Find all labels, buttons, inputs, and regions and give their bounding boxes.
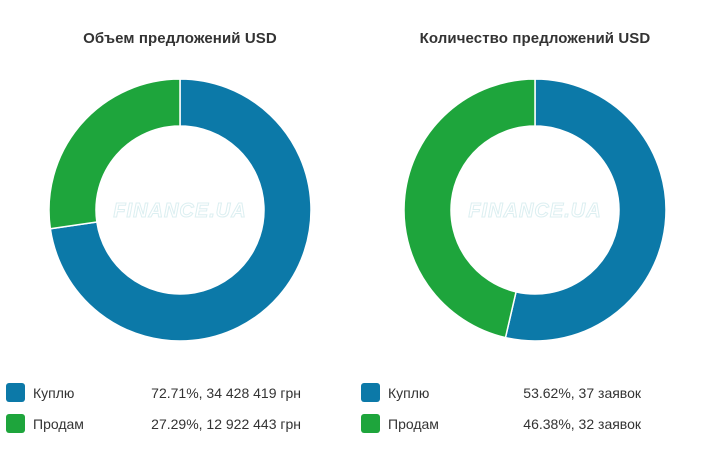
legend-label-buy: Куплю bbox=[388, 385, 430, 401]
legend-item-buy: Куплю 72.71%, 34 428 419 грн bbox=[6, 383, 346, 405]
legend-value-buy: 53.62%, 37 заявок bbox=[523, 385, 641, 401]
legend-label-sell: Продам bbox=[33, 416, 84, 432]
chart-title: Объем предложений USD bbox=[83, 30, 277, 47]
legend-swatch-sell bbox=[6, 414, 25, 433]
legend-value-sell: 46.38%, 32 заявок bbox=[523, 416, 641, 432]
legend-value-sell: 27.29%, 12 922 443 грн bbox=[151, 416, 301, 432]
legend-item-sell: Продам 27.29%, 12 922 443 грн bbox=[6, 414, 346, 436]
legend-item-buy: Куплю 53.62%, 37 заявок bbox=[361, 383, 701, 405]
legend-swatch-sell bbox=[361, 414, 380, 433]
donut-slice-sell[interactable] bbox=[48, 78, 181, 230]
legend-label-sell: Продам bbox=[388, 416, 439, 432]
donut-slice-buy[interactable] bbox=[504, 78, 667, 342]
donut-slice-buy[interactable] bbox=[49, 78, 312, 342]
donut-chart-count bbox=[403, 78, 667, 342]
legend-label-buy: Куплю bbox=[33, 385, 75, 401]
chart-panel-count: Количество предложений USD FINANCE.UA Ку… bbox=[355, 0, 715, 452]
legend-item-sell: Продам 46.38%, 32 заявок bbox=[361, 414, 701, 436]
watermark-logo: FINANCE.UA bbox=[113, 200, 247, 223]
legend-value-buy: 72.71%, 34 428 419 грн bbox=[151, 385, 301, 401]
legend-swatch-buy bbox=[361, 383, 380, 402]
chart-panel-volume: Объем предложений USD FINANCE.UA Куплю 7… bbox=[6, 30, 346, 436]
donut-chart-volume bbox=[48, 78, 312, 342]
watermark-logo: FINANCE.UA bbox=[468, 200, 602, 223]
legend-swatch-buy bbox=[6, 383, 25, 402]
donut-slice-sell[interactable] bbox=[403, 78, 536, 339]
chart-title: Количество предложений USD bbox=[419, 30, 651, 47]
